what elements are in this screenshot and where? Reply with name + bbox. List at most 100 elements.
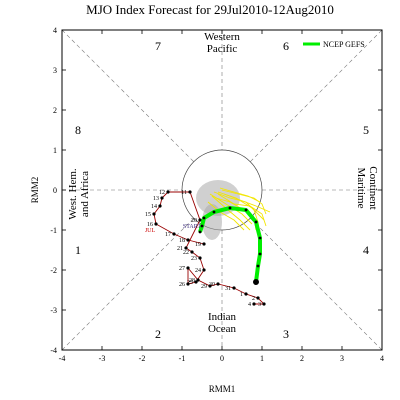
diagonal-line	[61, 29, 194, 162]
observed-point	[186, 282, 190, 286]
ensemble-mean-point	[258, 236, 262, 240]
ensemble-mean-path	[198, 206, 262, 285]
start-label: START	[183, 224, 201, 230]
observed-day-label: 31	[225, 286, 231, 292]
observed-point	[252, 302, 256, 306]
phase-number: 6	[283, 39, 289, 53]
diagonal-line	[61, 218, 194, 351]
observed-day-label: 4	[248, 302, 251, 308]
observed-point	[158, 204, 162, 208]
observed-point	[202, 268, 206, 272]
observed-day-label: 28	[189, 278, 195, 284]
observed-day-label: 14	[151, 204, 157, 210]
observed-day-label: 2	[252, 296, 255, 302]
observed-point	[232, 286, 236, 290]
diagonal-line	[250, 218, 383, 351]
y-tick-label: 0	[53, 186, 57, 195]
region-label-bottom: Indian	[208, 311, 237, 323]
observed-point	[152, 212, 156, 216]
ensemble-member-line	[207, 201, 245, 231]
observed-day-label: 16	[147, 222, 153, 228]
observed-point	[190, 250, 194, 254]
chart-title: MJO Index Forecast for 29Jul2010-12Aug20…	[86, 2, 334, 17]
ensemble-member-line	[217, 193, 267, 227]
observed-day-label: 29	[201, 284, 207, 290]
x-tick-label: -4	[59, 354, 66, 363]
observed-day-label: 20	[191, 218, 197, 224]
x-tick-label: 3	[340, 354, 344, 363]
ensemble-mean-point	[198, 230, 202, 234]
y-tick-label: -2	[50, 266, 57, 275]
observed-point	[208, 284, 212, 288]
phase-number: 5	[363, 123, 369, 137]
ensemble-mean-point	[202, 216, 206, 220]
unit-circle	[181, 149, 263, 231]
ensemble-member-line	[211, 195, 251, 231]
x-tick-label: 0	[220, 354, 224, 363]
observed-day-label: 19	[195, 242, 201, 248]
ensemble-mean-point	[212, 210, 216, 214]
month-label: JUL	[145, 228, 156, 234]
y-tick-label: -4	[50, 346, 57, 355]
legend: NCEP GEFS	[303, 40, 365, 49]
observed-day-label: 26	[179, 282, 185, 288]
y-tick-label: 1	[53, 146, 57, 155]
observed-day-label: 23	[191, 256, 197, 262]
observed-day-label: 11	[181, 190, 187, 196]
ensemble-member-line	[221, 189, 267, 215]
ensemble-mean-point	[228, 206, 232, 210]
region-label-bottom: Ocean	[208, 323, 237, 335]
ensemble-mean-point	[254, 220, 258, 224]
observed-point	[262, 302, 266, 306]
observed-day-label: 1	[240, 292, 243, 298]
ensemble-mean-point	[256, 264, 260, 268]
observed-day-label: 3	[258, 302, 261, 308]
y-axis-label: RMM2	[30, 177, 40, 204]
observed-point	[154, 222, 158, 226]
forecast-start-marker	[253, 279, 259, 285]
observed-day-label: 22	[183, 250, 189, 256]
observed-day-label: 15	[145, 212, 151, 218]
y-tick-label: -1	[50, 226, 57, 235]
observed-point	[184, 246, 188, 250]
observed-point	[244, 292, 248, 296]
observed-day-label: 24	[195, 268, 201, 274]
observed-point	[196, 278, 200, 282]
observed-day-label: 27	[179, 266, 185, 272]
observed-point	[194, 280, 198, 284]
observed-point	[188, 190, 192, 194]
observed-day-label: 13	[153, 196, 159, 202]
ensemble-mean-point	[258, 252, 262, 256]
observed-point	[160, 196, 164, 200]
observed-point	[198, 256, 202, 260]
ensemble-member-line	[219, 187, 261, 203]
observed-day-label: 12	[159, 190, 165, 196]
region-label-right: Continent	[367, 166, 379, 209]
observed-day-label: 25	[187, 280, 193, 286]
y-tick-label: 3	[53, 66, 57, 75]
observed-day-label: 17	[165, 232, 171, 238]
diagonal-line	[250, 29, 383, 162]
x-tick-label: 2	[300, 354, 304, 363]
observed-day-label: 18	[179, 238, 185, 244]
ensemble-mean-point	[244, 208, 248, 212]
x-tick-label: -1	[179, 354, 186, 363]
observed-point	[186, 266, 190, 270]
region-label-left: and Africa	[79, 171, 91, 217]
observed-point	[256, 296, 260, 300]
x-tick-label: -2	[139, 354, 146, 363]
observed-point	[186, 238, 190, 242]
observed-day-label: 30	[209, 282, 215, 288]
x-tick-label: 1	[260, 354, 264, 363]
x-tick-label: 4	[380, 354, 384, 363]
y-tick-label: -3	[50, 306, 57, 315]
ensemble-member-line	[223, 193, 271, 213]
observed-point	[166, 190, 170, 194]
region-label-left: West. Hem.	[67, 168, 79, 220]
phase-guides	[61, 29, 383, 351]
observed-point	[172, 232, 176, 236]
y-tick-label: 4	[53, 26, 57, 35]
